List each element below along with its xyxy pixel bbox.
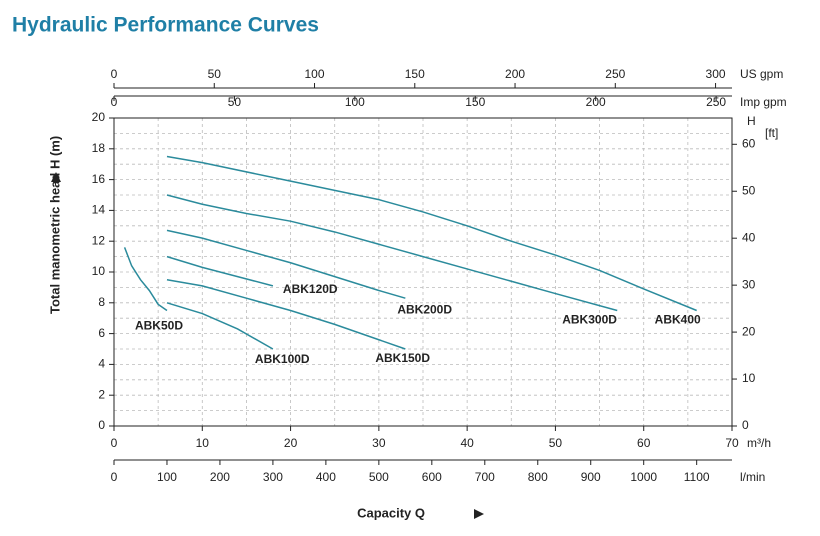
tick-label: 1000: [630, 470, 657, 484]
y2-label: H: [747, 114, 756, 128]
y-tick-label: 0: [98, 418, 105, 432]
tick-label: 100: [157, 470, 177, 484]
y-tick-label: 4: [98, 357, 105, 371]
y2-tick-label: 30: [742, 277, 756, 291]
x-unit: m³/h: [747, 436, 771, 450]
x-tick-label: 40: [460, 436, 474, 450]
axis-unit: Imp gpm: [740, 95, 787, 109]
tick-label: 0: [111, 67, 118, 81]
series-label: ABK100D: [255, 352, 310, 366]
y-tick-label: 18: [92, 141, 106, 155]
tick-label: 100: [345, 95, 365, 109]
y-axis-title: Total manometric head H (m): [47, 136, 62, 314]
y-tick-label: 20: [92, 110, 106, 124]
y-tick-label: 2: [98, 387, 105, 401]
series-label: ABK300D: [562, 313, 617, 327]
axis-unit: US gpm: [740, 67, 783, 81]
tick-label: 700: [475, 470, 495, 484]
tick-label: 200: [586, 95, 606, 109]
y-tick-label: 12: [92, 233, 106, 247]
tick-label: 150: [465, 95, 485, 109]
series-line: [166, 229, 406, 299]
y-tick-label: 10: [92, 264, 106, 278]
chart-title: Hydraulic Performance Curves: [12, 14, 319, 37]
x-tick-label: 20: [284, 436, 298, 450]
tick-label: 600: [422, 470, 442, 484]
y2-tick-label: 0: [742, 418, 749, 432]
y2-tick-label: 40: [742, 230, 756, 244]
x-tick-label: 10: [196, 436, 210, 450]
tick-label: 300: [706, 67, 726, 81]
series-label: ABK120D: [283, 282, 338, 296]
x-tick-label: 30: [372, 436, 386, 450]
series-label: ABK200D: [397, 302, 452, 316]
tick-label: 50: [228, 95, 242, 109]
x-tick-label: 70: [725, 436, 739, 450]
tick-label: 200: [505, 67, 525, 81]
series-line: [166, 194, 618, 312]
tick-label: 250: [605, 67, 625, 81]
series-label: ABK150D: [375, 351, 430, 365]
series-label: ABK50D: [135, 319, 183, 333]
x-tick-label: 50: [549, 436, 563, 450]
tick-label: 0: [111, 470, 118, 484]
series-line: [166, 278, 406, 350]
y-tick-label: 16: [92, 172, 106, 186]
x-arrow: [474, 509, 484, 519]
x-tick-label: 60: [637, 436, 651, 450]
series-line: [166, 255, 274, 287]
series-line: [166, 155, 697, 312]
y2-tick-label: 20: [742, 324, 756, 338]
tick-label: 200: [210, 470, 230, 484]
y-arrow: [51, 172, 61, 182]
x-tick-label: 0: [111, 436, 118, 450]
tick-label: 150: [405, 67, 425, 81]
tick-label: 0: [111, 95, 118, 109]
x-axis-title: Capacity Q: [357, 505, 425, 520]
y-tick-label: 14: [92, 203, 106, 217]
tick-label: 300: [263, 470, 283, 484]
y2-tick-label: 60: [742, 136, 756, 150]
tick-label: 900: [581, 470, 601, 484]
tick-label: 50: [208, 67, 222, 81]
axis-unit: l/min: [740, 470, 765, 484]
y2-label: [ft]: [765, 126, 778, 140]
tick-label: 1100: [684, 470, 710, 484]
tick-label: 100: [305, 67, 325, 81]
y2-tick-label: 50: [742, 183, 756, 197]
series-line: [166, 302, 274, 350]
tick-label: 800: [528, 470, 548, 484]
tick-label: 250: [706, 95, 726, 109]
plot-frame: [113, 117, 733, 427]
tick-label: 400: [316, 470, 336, 484]
series-label: ABK400: [655, 313, 701, 327]
y2-tick-label: 10: [742, 371, 756, 385]
tick-label: 500: [369, 470, 389, 484]
series-line: [123, 247, 168, 312]
y-tick-label: 8: [98, 295, 105, 309]
y-tick-label: 6: [98, 326, 105, 340]
